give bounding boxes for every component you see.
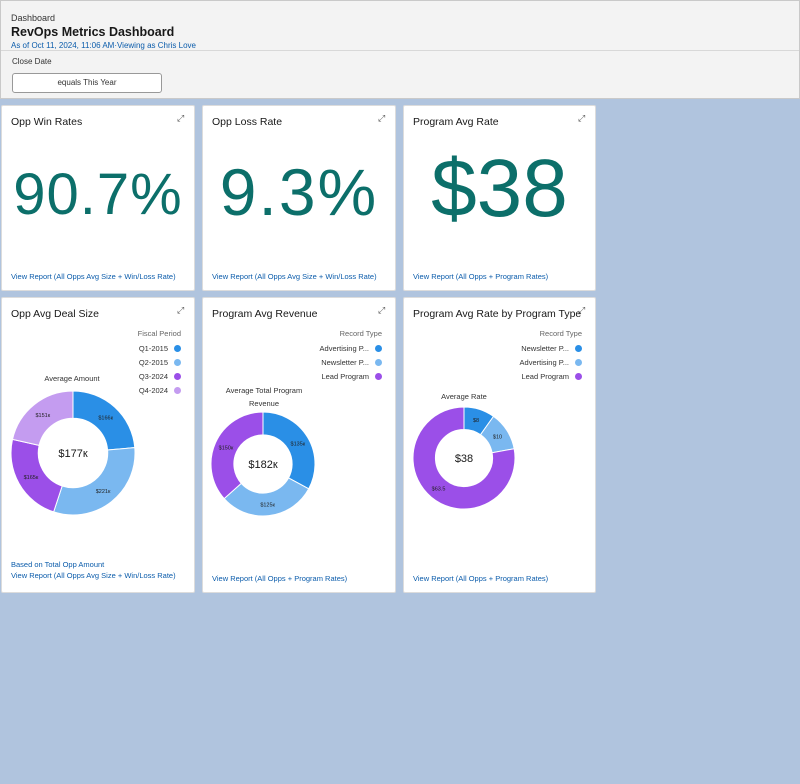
slice-label: $150к [219,445,234,451]
card-title: Opp Avg Deal Size [11,308,99,320]
legend-item-label[interactable]: Newsletter P... [521,344,569,353]
legend-dot [575,359,582,366]
donut-chart[interactable]: $8 $10 $63.5 $38 [412,406,516,510]
legend-item-label[interactable]: Lead Program [521,372,569,381]
donut-chart[interactable]: $166к $221к $165к $151к $177к [10,390,136,516]
footer-text: Based on Total Opp Amount [11,560,105,569]
view-report-link[interactable]: View Report (All Opps Avg Size + Win/Los… [11,571,176,580]
slice-label: $63.5 [432,487,446,493]
donut-slice[interactable] [412,406,516,510]
donut-slice[interactable] [11,390,74,446]
legend-dot [174,387,181,394]
slice-label: $221к [96,489,111,495]
view-report-link[interactable]: View Report (All Opps Avg Size + Win/Los… [11,272,176,281]
as-of-text: As of Oct 11, 2024, 11:06 AM·Viewing as … [11,41,196,50]
expand-icon[interactable]: ⤢ [378,113,386,123]
slice-label: $135к [291,441,306,447]
donut-center-value: $177к [58,448,87,460]
legend-dot [174,359,181,366]
chart-label: Average Rate [441,392,487,401]
legend-item-label[interactable]: Advertising P... [319,344,369,353]
card-title: Program Avg Rate [413,116,499,128]
donut-slice[interactable] [262,411,316,490]
slice-label: $10 [493,435,502,441]
slice-label: $165к [24,475,39,481]
legend-item-label[interactable]: Q4-2024 [138,386,168,395]
breadcrumb[interactable]: Dashboard [11,13,56,23]
legend-dot [174,345,181,352]
donut-slice[interactable] [210,411,264,500]
legend-item-label[interactable]: Advertising P... [519,358,569,367]
close-date-filter-button[interactable]: equals This Year [12,73,162,93]
donut-slice[interactable] [53,447,136,516]
slice-label: $166к [98,415,113,421]
program-avg-rate-by-type-card: Program Avg Rate by Program Type ⤢ Recor… [403,297,596,593]
expand-icon[interactable]: ⤢ [378,305,386,315]
program-avg-revenue-card: Program Avg Revenue ⤢ Record Type Advert… [202,297,396,593]
legend-title: Record Type [539,329,582,338]
win-rate-card: Opp Win Rates ⤢ 90.7% View Report (All O… [1,105,195,291]
legend-item-label[interactable]: Lead Program [321,372,369,381]
chart-label: Average Amount [44,374,100,383]
card-title: Program Avg Rate by Program Type [413,308,582,320]
legend-title: Fiscal Period [137,329,181,338]
card-title: Program Avg Revenue [212,308,318,320]
slice-label: $151к [35,413,50,419]
legend-item-label[interactable]: Q3-2024 [138,372,168,381]
card-title: Opp Win Rates [11,116,83,128]
view-report-link[interactable]: View Report (All Opps + Program Rates) [413,272,549,281]
program-avg-rate-card: Program Avg Rate ⤢ $38 View Report (All … [403,105,596,291]
expand-icon[interactable]: ⤢ [177,113,185,123]
legend-title: Record Type [339,329,382,338]
legend-dot [375,345,382,352]
loss-rate-value: 9.3% [219,155,379,229]
legend-item-label[interactable]: Q1-2015 [138,344,168,353]
legend-dot [575,373,582,380]
donut-center-value: $38 [455,453,473,465]
legend-dot [375,359,382,366]
filter-label: Close Date [12,57,52,66]
legend-item-label[interactable]: Newsletter P... [321,358,369,367]
view-report-link[interactable]: View Report (All Opps Avg Size + Win/Los… [212,272,377,281]
view-report-link[interactable]: View Report (All Opps + Program Rates) [212,574,348,583]
expand-icon[interactable]: ⤢ [578,113,586,123]
donut-chart[interactable]: $135к $125к $150к $182к [210,411,316,517]
expand-icon[interactable]: ⤢ [177,305,185,315]
legend-dot [575,345,582,352]
expand-icon[interactable]: ⤢ [578,305,586,315]
avg-deal-size-card: Opp Avg Deal Size ⤢ Fiscal Period Q1-201… [1,297,195,593]
loss-rate-card: Opp Loss Rate ⤢ 9.3% View Report (All Op… [202,105,396,291]
program-avg-rate-value: $38 [431,143,568,234]
legend-item-label[interactable]: Q2-2015 [138,358,168,367]
divider [1,50,799,51]
donut-center-value: $182к [248,459,277,471]
legend-dot [174,373,181,380]
slice-label: $125к [260,502,275,508]
legend-dot [375,373,382,380]
card-title: Opp Loss Rate [212,116,283,128]
dashboard-header: Dashboard RevOps Metrics Dashboard As of… [0,0,800,99]
page-title: RevOps Metrics Dashboard [11,25,175,39]
win-rate-value: 90.7% [13,162,183,227]
chart-label: Average Total Program Revenue [225,386,303,408]
view-report-link[interactable]: View Report (All Opps + Program Rates) [413,574,549,583]
slice-label: $8 [473,418,479,424]
